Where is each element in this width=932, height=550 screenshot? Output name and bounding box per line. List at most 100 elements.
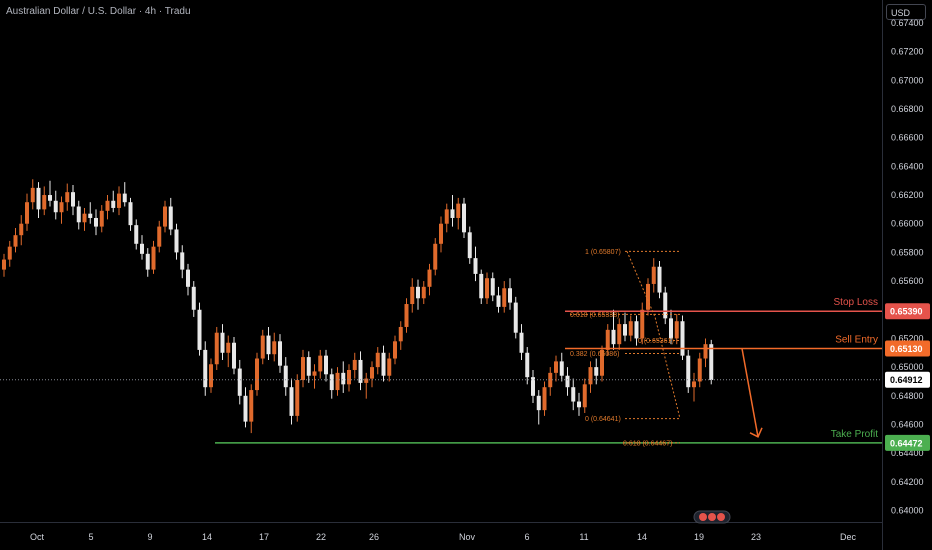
candle (479, 273, 484, 299)
candle (232, 342, 236, 369)
y-tick-label: 0.65800 (891, 247, 924, 257)
flag-events-icon[interactable] (693, 510, 731, 524)
candle (94, 217, 98, 227)
y-tick-label: 0.65200 (891, 333, 924, 343)
y-tick-label: 0.64400 (891, 448, 924, 458)
y-tick-label: 0.64600 (891, 419, 924, 429)
candle (312, 371, 317, 376)
x-tick-label: 5 (88, 532, 93, 542)
y-tick-label: 0.64800 (891, 391, 924, 401)
y-tick-label: 0.65600 (891, 276, 924, 286)
x-tick-label: 9 (147, 532, 152, 542)
candle (651, 266, 656, 284)
candle (42, 195, 47, 210)
y-tick-label: 0.64200 (891, 477, 924, 487)
candle (243, 395, 248, 422)
candle (674, 321, 679, 339)
fib-level-label: 1 (0.65807) (585, 249, 621, 256)
candle (2, 259, 6, 270)
candle (571, 387, 576, 402)
candle (611, 329, 616, 345)
candle (686, 355, 691, 388)
candle (151, 246, 156, 270)
candle (663, 292, 668, 319)
candle (117, 193, 121, 208)
candle (318, 355, 323, 372)
candle (669, 318, 673, 339)
candle (433, 243, 438, 270)
candle (13, 235, 18, 247)
projection-arrow (741, 348, 759, 437)
candle (7, 246, 12, 260)
candle (306, 357, 311, 376)
candle (542, 387, 547, 411)
candle (134, 225, 139, 244)
candle (697, 358, 702, 382)
candle (301, 357, 305, 381)
level-label: Sell Entry (835, 334, 878, 345)
candle (249, 390, 254, 422)
y-tick-label: 0.67400 (891, 18, 924, 28)
candle (191, 286, 196, 310)
candle (519, 332, 524, 353)
candle (588, 367, 593, 385)
candle (226, 342, 231, 353)
candle (490, 278, 495, 296)
candle (496, 295, 501, 307)
candle (525, 352, 530, 378)
candle (439, 223, 443, 244)
x-tick-label: 23 (751, 532, 761, 542)
candle (266, 335, 271, 355)
candle (444, 209, 449, 224)
candle (335, 372, 340, 391)
x-tick-label: 17 (259, 532, 269, 542)
price-badge (885, 340, 930, 357)
candle (473, 258, 478, 274)
currency-button[interactable]: USD (886, 4, 926, 20)
candle (450, 209, 455, 218)
price-badge-label: 0.64912 (890, 375, 923, 385)
candle (393, 341, 397, 359)
candle (174, 229, 179, 253)
candle (53, 200, 58, 213)
fib-trend-line (626, 251, 681, 419)
candle (421, 286, 426, 299)
candle (536, 395, 541, 411)
candle (214, 332, 219, 365)
candle (36, 187, 41, 210)
candle (617, 324, 622, 345)
x-tick-label: Nov (459, 532, 476, 542)
price-badge-label: 0.65390 (890, 307, 923, 317)
candle (128, 202, 133, 226)
candle (565, 375, 570, 388)
candle (703, 344, 708, 359)
price-badge-label: 0.64472 (890, 438, 923, 448)
candle (577, 401, 581, 408)
candle (594, 367, 599, 376)
candle (324, 355, 328, 375)
candle (531, 377, 535, 396)
candle (467, 232, 472, 259)
candle (105, 200, 110, 211)
candle (220, 332, 225, 353)
candle (140, 243, 144, 254)
y-tick-label: 0.66000 (891, 219, 924, 229)
candle (381, 352, 386, 376)
candle (88, 213, 93, 218)
candle (600, 349, 604, 376)
level-label: Stop Loss (834, 297, 878, 308)
candle (646, 283, 650, 310)
chart-title: Australian Dollar / U.S. Dollar · 4h · T… (6, 6, 191, 17)
candle (289, 387, 294, 416)
candle (358, 359, 363, 383)
candle (260, 335, 265, 359)
x-tick-label: 22 (316, 532, 326, 542)
y-tick-label: 0.66600 (891, 133, 924, 143)
price-badge (885, 434, 930, 451)
candle (623, 324, 627, 336)
candle (255, 358, 259, 391)
price-badge (885, 303, 930, 320)
candle (709, 344, 714, 381)
fib-level-label: 0.618 (0.64467) (623, 440, 672, 447)
